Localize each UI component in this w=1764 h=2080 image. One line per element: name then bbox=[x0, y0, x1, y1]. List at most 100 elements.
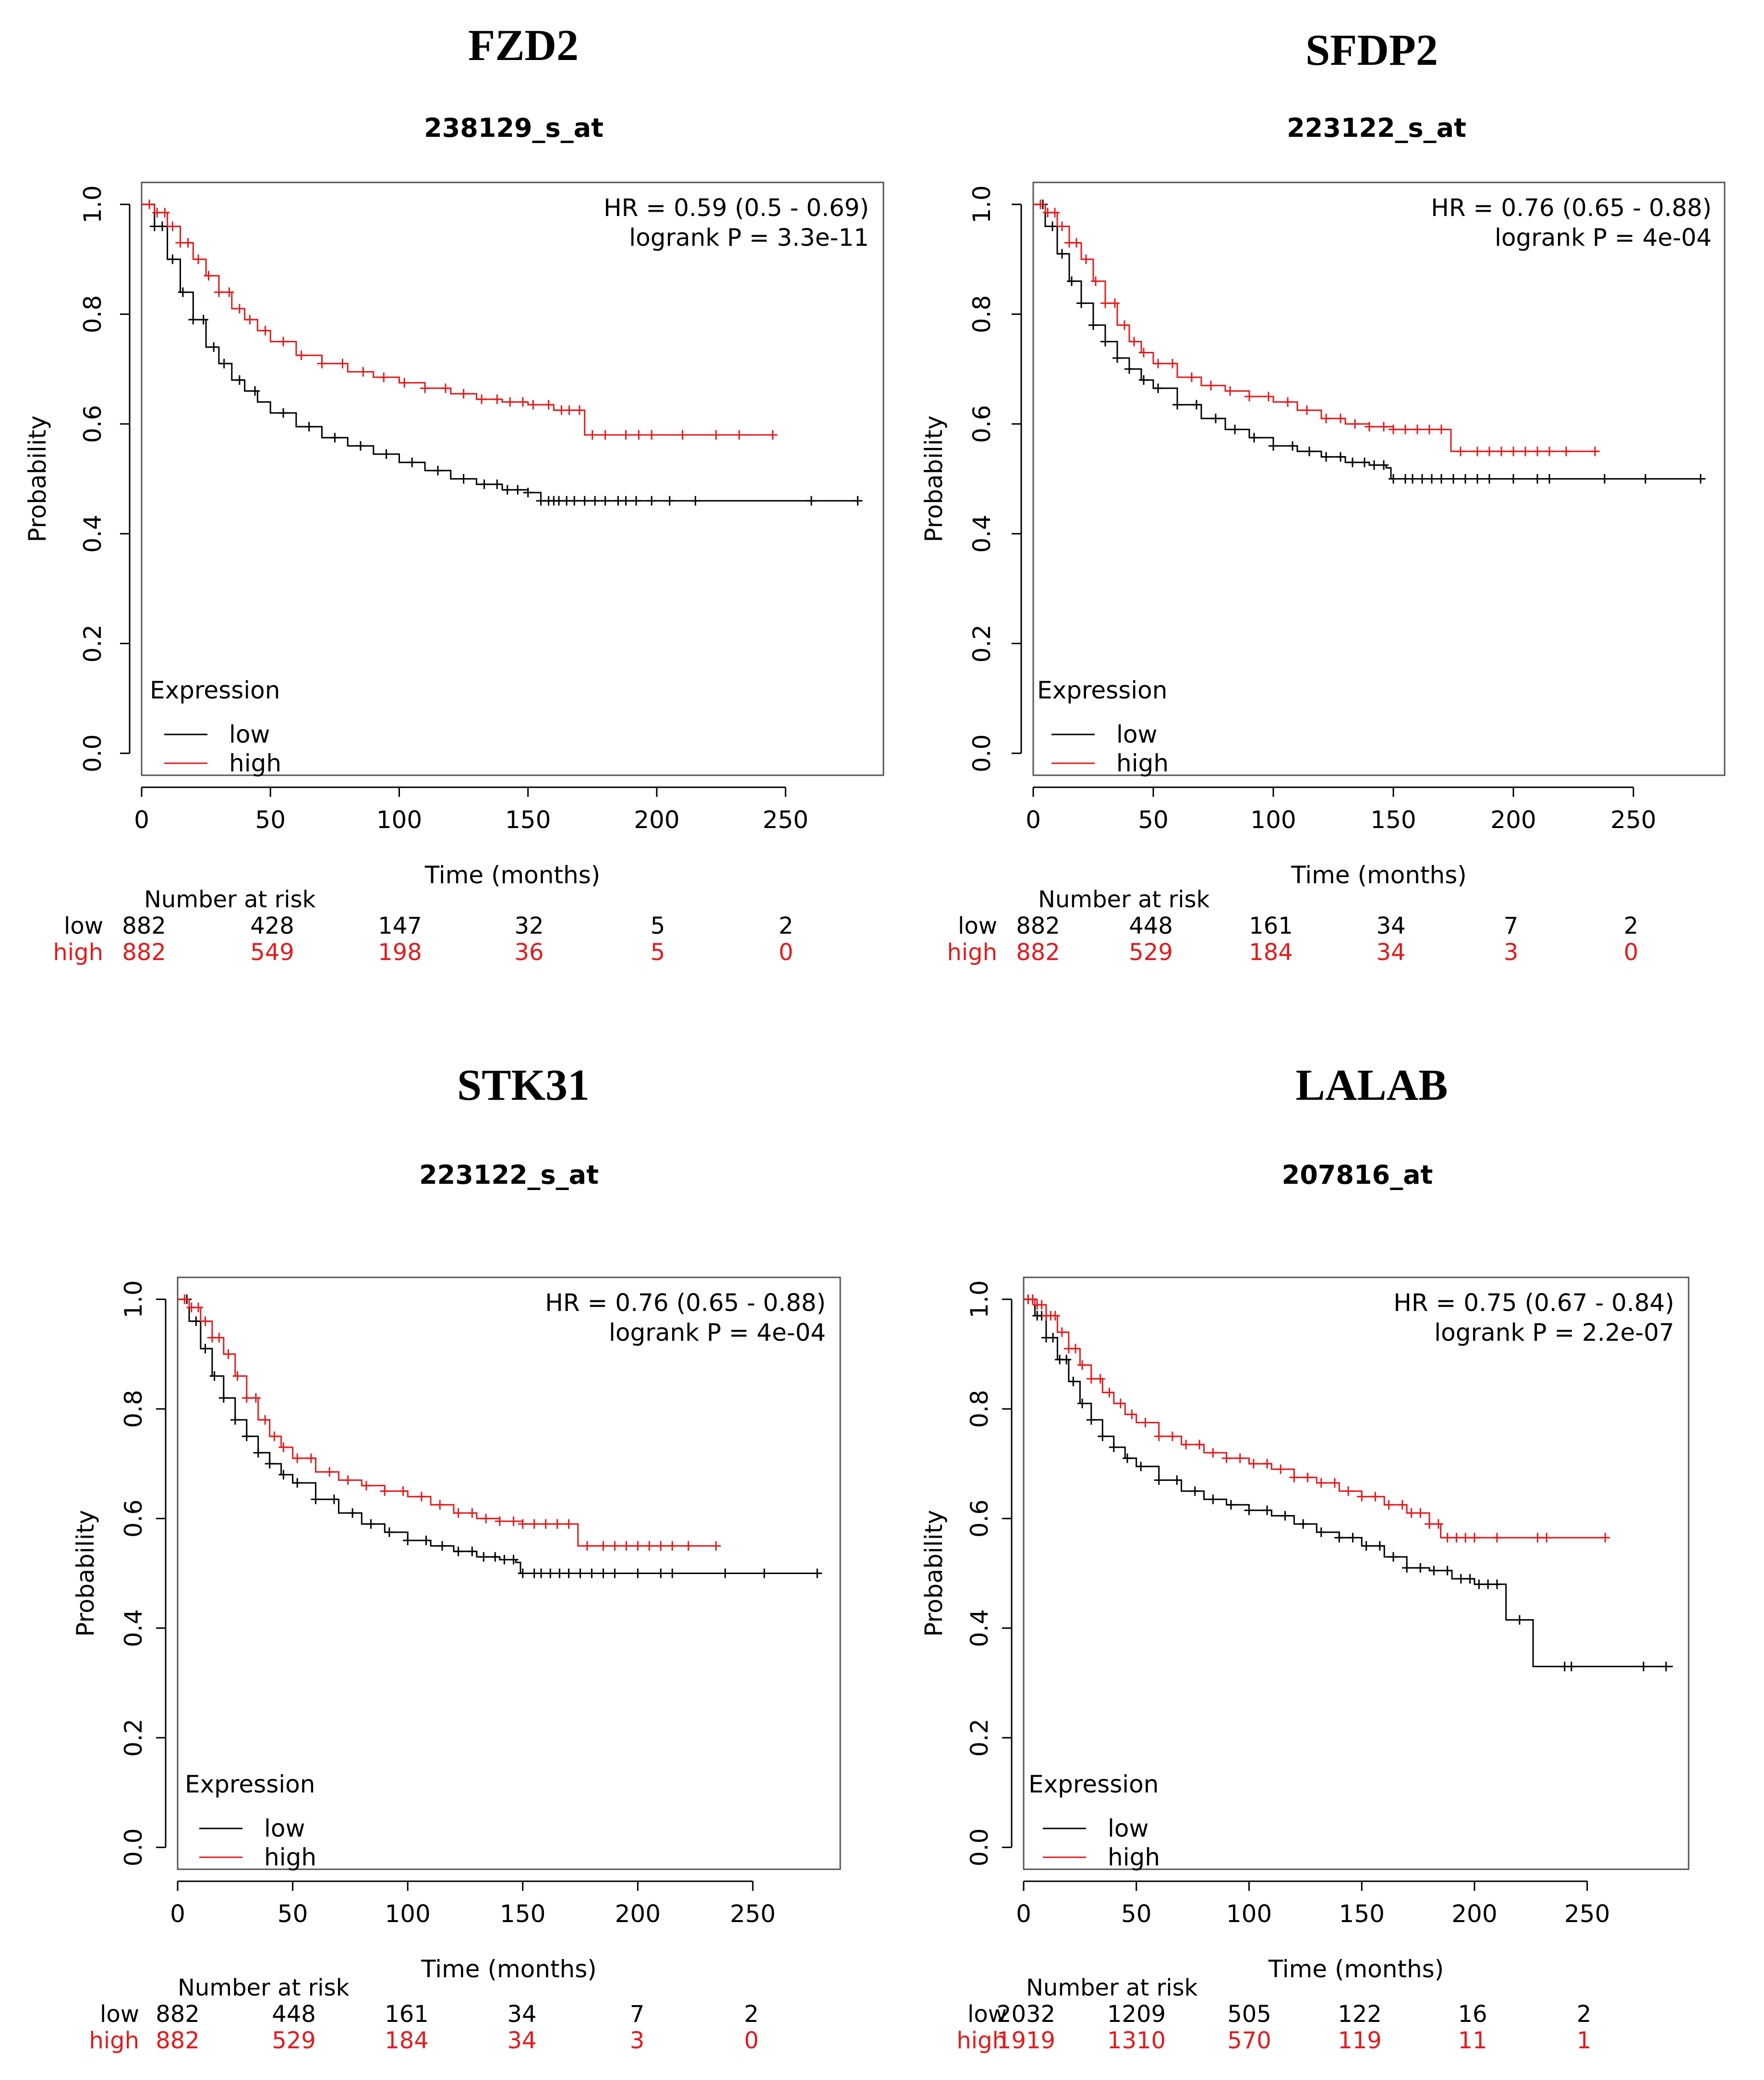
censor-mark-low bbox=[633, 1568, 643, 1578]
censor-mark-low bbox=[569, 496, 580, 506]
y-tick-label: 1.0 bbox=[968, 185, 996, 224]
censor-mark-low bbox=[759, 1568, 769, 1578]
y-tick-label: 0.6 bbox=[79, 405, 107, 443]
censor-mark-high bbox=[1276, 1464, 1286, 1474]
censor-mark-high bbox=[1401, 424, 1410, 434]
y-tick-label: 0.8 bbox=[968, 295, 996, 334]
censor-mark-low bbox=[1533, 474, 1542, 484]
censor-mark-high bbox=[587, 430, 597, 440]
censor-mark-low bbox=[200, 1344, 210, 1354]
risk-count-high: 5 bbox=[651, 939, 665, 966]
censor-mark-high bbox=[492, 394, 502, 404]
censor-mark-low bbox=[513, 485, 523, 495]
censor-mark-high bbox=[224, 287, 234, 297]
censor-mark-high bbox=[1415, 1508, 1426, 1518]
x-tick-label: 50 bbox=[1121, 1900, 1152, 1928]
censor-mark-low bbox=[407, 457, 417, 468]
risk-count-low: 882 bbox=[122, 913, 166, 939]
risk-row-label-high: high bbox=[956, 2027, 1007, 2054]
legend-label-high: high bbox=[1108, 1843, 1160, 1871]
censor-mark-high bbox=[1283, 397, 1293, 407]
censor-mark-low bbox=[1062, 1355, 1072, 1365]
risk-count-high: 0 bbox=[744, 2027, 759, 2054]
km-chart-svg: STK31 223122_s_at 0.0 0.2 0.4 0.6 0.8 1.0 Probab… bbox=[72, 1060, 841, 2054]
censor-mark-high bbox=[598, 1541, 608, 1551]
censor-mark-high bbox=[1050, 207, 1060, 217]
censor-mark-high bbox=[441, 383, 451, 393]
x-tick-label: 0 bbox=[134, 806, 149, 834]
censor-mark-low bbox=[1348, 457, 1357, 468]
censor-mark-high bbox=[495, 1516, 505, 1527]
censor-mark-low bbox=[1473, 474, 1482, 484]
censor-mark-high bbox=[1397, 1500, 1407, 1510]
x-tick-label: 150 bbox=[500, 1900, 545, 1928]
censor-mark-high bbox=[1384, 1500, 1394, 1510]
plot-frame bbox=[177, 1276, 841, 1870]
censor-mark-high bbox=[1086, 1374, 1096, 1384]
risk-count-low: 32 bbox=[514, 913, 544, 939]
y-tick-label: 1.0 bbox=[79, 185, 107, 224]
risk-count-low: 882 bbox=[1016, 913, 1060, 939]
censor-mark-high bbox=[1140, 1418, 1150, 1428]
censor-mark-high bbox=[481, 1514, 491, 1524]
censor-mark-low bbox=[610, 1568, 620, 1578]
censor-mark-low bbox=[1437, 474, 1446, 484]
hazard-ratio-text: HR = 0.59 (0.5 - 0.69) bbox=[604, 194, 869, 222]
risk-count-low: 7 bbox=[630, 2001, 645, 2028]
censor-mark-high bbox=[160, 207, 170, 217]
censor-mark-low bbox=[1269, 441, 1278, 451]
censor-mark-high bbox=[1077, 1360, 1087, 1370]
x-tick-label: 200 bbox=[634, 806, 679, 834]
censor-mark-low bbox=[355, 441, 365, 451]
x-tick-label: 100 bbox=[1250, 806, 1296, 834]
censor-mark-high bbox=[1492, 1533, 1502, 1543]
censor-mark-low bbox=[1100, 337, 1110, 347]
km-panel-sfdp2: SFDP2 223122_s_at 0.0 0.2 0.4 0.6 0.8 1.0 Probab… bbox=[882, 0, 1764, 1040]
censor-mark-high bbox=[1425, 1519, 1435, 1529]
censor-mark-high bbox=[1072, 238, 1081, 248]
legend-title: Expression bbox=[150, 676, 280, 704]
censor-mark-low bbox=[1545, 474, 1554, 484]
y-tick-label: 0.8 bbox=[966, 1390, 993, 1428]
censor-mark-low bbox=[1172, 1475, 1182, 1485]
censor-mark-low bbox=[523, 488, 533, 498]
censor-mark-low bbox=[1348, 1533, 1358, 1543]
risk-count-low: 2 bbox=[744, 2001, 759, 2028]
gene-title: STK31 bbox=[457, 1060, 590, 1109]
censor-mark-low bbox=[1068, 1376, 1078, 1386]
censor-mark-low bbox=[366, 1519, 376, 1529]
censor-mark-low bbox=[598, 1568, 608, 1578]
censor-mark-high bbox=[1100, 298, 1110, 308]
censor-mark-high bbox=[634, 430, 644, 440]
censor-mark-high bbox=[656, 1541, 666, 1551]
censor-mark-high bbox=[1187, 372, 1196, 382]
x-axis-label: Time (months) bbox=[1268, 1955, 1444, 1983]
km-chart-svg: SFDP2 223122_s_at 0.0 0.2 0.4 0.6 0.8 1.0 Probab… bbox=[920, 25, 1726, 966]
censor-mark-high bbox=[278, 1442, 289, 1452]
censor-mark-high bbox=[677, 430, 688, 440]
censor-mark-low bbox=[587, 1568, 597, 1578]
censor-mark-low bbox=[1361, 1541, 1371, 1551]
censor-mark-high bbox=[1451, 1533, 1462, 1543]
y-tick-label: 1.0 bbox=[120, 1280, 147, 1319]
censor-mark-high bbox=[1590, 446, 1600, 457]
y-tick-label: 0.6 bbox=[120, 1500, 147, 1538]
probe-title: 223122_s_at bbox=[1287, 113, 1466, 143]
censor-mark-high bbox=[529, 1519, 539, 1529]
censor-mark-low bbox=[1639, 1661, 1649, 1671]
censor-mark-low bbox=[1369, 460, 1379, 470]
y-tick-label: 0.0 bbox=[120, 1828, 147, 1867]
censor-mark-high bbox=[600, 430, 610, 440]
risk-count-high: 1 bbox=[1577, 2027, 1592, 2054]
censor-mark-high bbox=[1248, 1459, 1258, 1469]
censor-mark-high bbox=[1509, 446, 1518, 457]
censor-mark-high bbox=[193, 1302, 204, 1312]
censor-mark-high bbox=[1521, 446, 1530, 457]
censor-mark-low bbox=[242, 1431, 252, 1442]
censor-mark-high bbox=[232, 1371, 242, 1381]
censor-mark-low bbox=[479, 1552, 489, 1562]
risk-count-low: 5 bbox=[651, 913, 665, 939]
risk-row-label-high: high bbox=[53, 939, 103, 966]
censor-mark-low bbox=[545, 1568, 556, 1578]
censor-mark-high bbox=[317, 359, 327, 369]
